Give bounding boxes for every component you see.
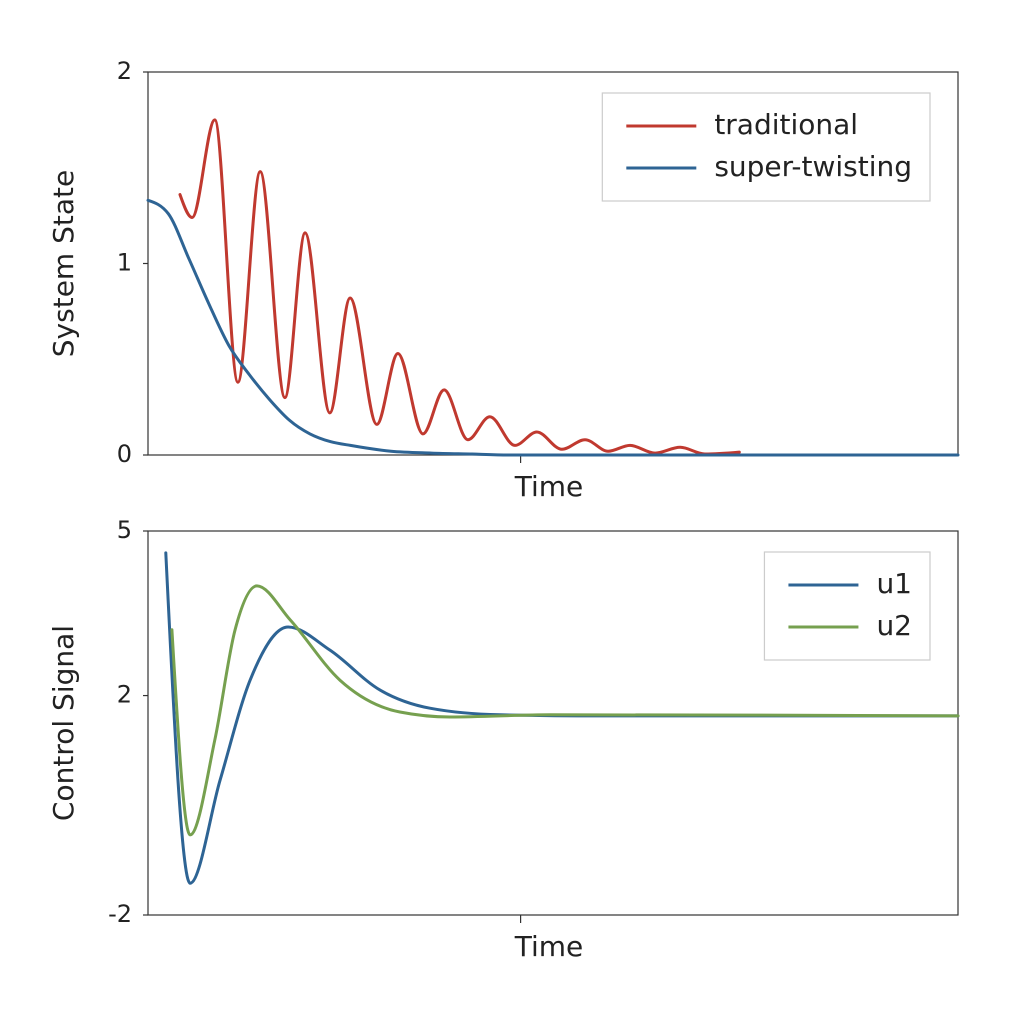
y-tick-label: -2 xyxy=(108,900,132,928)
y-tick-label: 1 xyxy=(117,249,132,277)
y-tick-label: 2 xyxy=(117,681,132,709)
legend: traditional super-twisting xyxy=(601,92,931,202)
plot-frame xyxy=(147,530,959,916)
legend-label: u1 xyxy=(876,567,912,600)
y-axis-title: Control Signal xyxy=(47,625,80,821)
subplot: 0 1 2 Time System State traditional super-twis… xyxy=(47,57,960,503)
legend-label: super-twisting xyxy=(714,150,912,183)
legend-label: traditional xyxy=(714,108,858,141)
y-tick-label: 5 xyxy=(117,516,132,544)
series-line xyxy=(170,584,960,837)
y-tick-label: 0 xyxy=(117,440,132,468)
series-line xyxy=(146,198,960,457)
x-axis-title: Time xyxy=(514,930,584,963)
y-tick-label: 2 xyxy=(117,57,132,85)
legend-box xyxy=(601,92,931,202)
legend-label: u2 xyxy=(876,609,912,642)
series-line xyxy=(178,118,741,456)
y-axis-title: System State xyxy=(47,170,80,357)
x-axis-title: Time xyxy=(514,470,584,503)
legend-box xyxy=(763,551,931,661)
